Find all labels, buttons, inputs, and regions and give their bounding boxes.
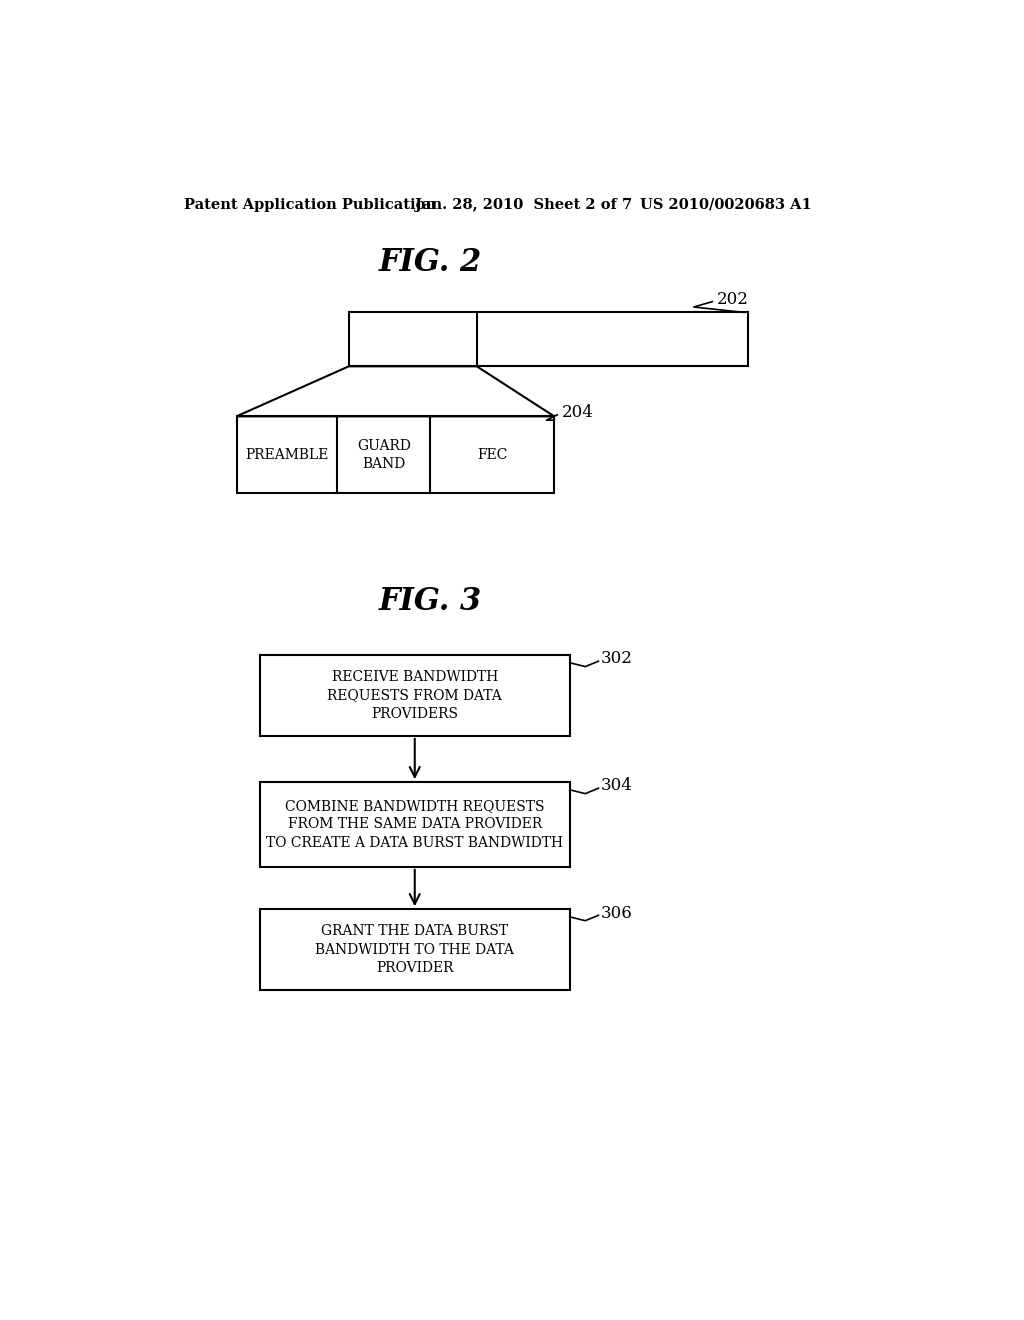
Text: US 2010/0020683 A1: US 2010/0020683 A1 (640, 198, 811, 211)
Text: 304: 304 (601, 777, 633, 795)
Text: 202: 202 (717, 290, 749, 308)
Text: FIG. 2: FIG. 2 (379, 247, 482, 277)
Text: 204: 204 (562, 404, 594, 421)
Text: FEC: FEC (477, 447, 508, 462)
Text: RECEIVE BANDWIDTH
REQUESTS FROM DATA
PROVIDERS: RECEIVE BANDWIDTH REQUESTS FROM DATA PRO… (328, 671, 502, 721)
Text: GRANT THE DATA BURST
BANDWIDTH TO THE DATA
PROVIDER: GRANT THE DATA BURST BANDWIDTH TO THE DA… (315, 924, 514, 975)
Text: FIG. 3: FIG. 3 (379, 586, 482, 616)
Text: COMBINE BANDWIDTH REQUESTS
FROM THE SAME DATA PROVIDER
TO CREATE A DATA BURST BA: COMBINE BANDWIDTH REQUESTS FROM THE SAME… (266, 799, 563, 850)
Text: Jan. 28, 2010  Sheet 2 of 7: Jan. 28, 2010 Sheet 2 of 7 (415, 198, 632, 211)
Text: 306: 306 (601, 904, 633, 921)
Text: GUARD
BAND: GUARD BAND (356, 440, 411, 470)
Text: 302: 302 (601, 651, 633, 668)
Text: Patent Application Publication: Patent Application Publication (183, 198, 436, 211)
Text: PREAMBLE: PREAMBLE (245, 447, 329, 462)
